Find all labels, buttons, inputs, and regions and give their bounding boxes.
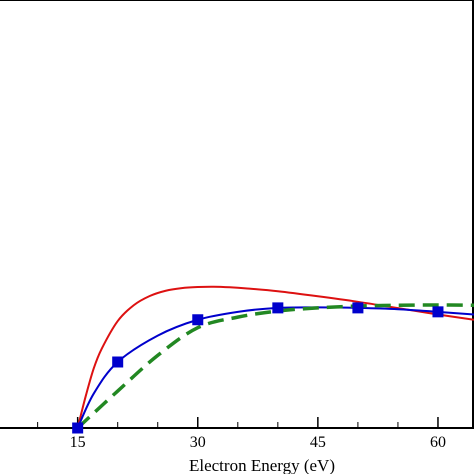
x-tick-label-30: 30 xyxy=(190,434,206,451)
marker-layer xyxy=(72,302,444,434)
x-tick-labels: 15 30 45 60 xyxy=(70,434,446,451)
x-ticks xyxy=(37,417,439,428)
series-1-marker-1 xyxy=(112,356,124,368)
series-1-marker-0 xyxy=(72,422,84,434)
x-tick-label-60: 60 xyxy=(430,434,446,451)
x-tick-label-15: 15 xyxy=(70,434,86,451)
series-1-marker-3 xyxy=(272,302,284,314)
axes xyxy=(0,0,474,429)
series-1-marker-2 xyxy=(192,314,204,326)
x-axis-label: Electron Energy (eV) xyxy=(189,456,335,474)
series-1-marker-4 xyxy=(352,302,364,314)
series-line-1 xyxy=(76,306,474,429)
series-1-marker-5 xyxy=(432,306,444,318)
x-tick-label-45: 45 xyxy=(310,434,326,451)
series-line-2 xyxy=(76,303,474,430)
series-line-0 xyxy=(76,285,474,429)
